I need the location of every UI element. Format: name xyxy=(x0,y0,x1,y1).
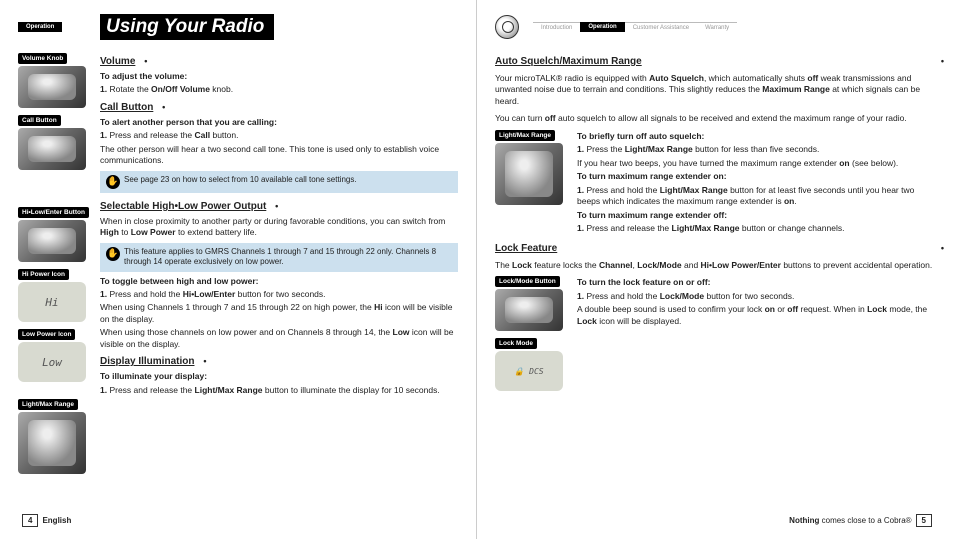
manual-spread: Operation Using Your Radio Volume Knob C… xyxy=(0,0,954,539)
power-heading: Selectable High•Low Power Output xyxy=(100,201,270,212)
lock-sub: To turn the lock feature on or off: xyxy=(577,277,936,288)
squelch-step1: 1. Press the Light/Max Range button for … xyxy=(577,144,936,155)
squelch-sub1: To briefly turn off auto squelch: xyxy=(577,131,936,142)
squelch-sub3: To turn maximum range extender off: xyxy=(577,210,936,221)
side-label-lockmode: Lock Mode xyxy=(495,338,537,349)
power-body1: When in close proximity to another party… xyxy=(100,216,458,239)
display-heading: Display Illumination xyxy=(100,356,198,367)
call-note-text: See page 23 on how to select from 10 ava… xyxy=(124,175,357,185)
tab-row: Introduction Operation Customer Assistan… xyxy=(533,22,737,33)
call-sub: To alert another person that you are cal… xyxy=(100,117,458,128)
volume-sub: To adjust the volume: xyxy=(100,71,458,82)
squelch-heading: Auto Squelch/Maximum Range xyxy=(495,56,936,67)
right-footer: Nothing comes close to a Cobra® 5 xyxy=(495,514,936,527)
side-label-lockmode-btn: Lock/Mode Button xyxy=(495,276,560,287)
hi-power-lcd: Hi xyxy=(18,282,86,322)
call-step: 1. Press and release the Call button. xyxy=(100,130,458,141)
side-label-lightmax: Light/Max Range xyxy=(18,399,78,410)
side-label-hilow: Hi•Low/Enter Button xyxy=(18,207,89,218)
squelch-step3: 1. Press and release the Light/Max Range… xyxy=(577,223,936,234)
lock-col2: Lock/Mode Button Lock Mode 🔒 DCS To turn… xyxy=(495,275,936,397)
tab-intro: Introduction xyxy=(533,22,580,33)
display-sub: To illuminate your display: xyxy=(100,371,458,382)
power-body2: When using Channels 1 through 7 and 15 t… xyxy=(100,302,458,325)
squelch-body1: Your microTALK® radio is equipped with A… xyxy=(495,73,936,107)
left-page-num: 4 xyxy=(22,514,38,527)
logo-icon xyxy=(495,15,519,39)
lockmode-lcd: 🔒 DCS xyxy=(495,351,563,391)
lightmax-image xyxy=(18,412,86,474)
low-power-lcd: Low xyxy=(18,342,86,382)
call-note: ✋ See page 23 on how to select from 10 a… xyxy=(100,171,458,193)
tab-customer: Customer Assistance xyxy=(625,22,697,33)
left-sidebar: Volume Knob Call Button Hi•Low/Enter But… xyxy=(18,52,90,480)
power-body3: When using those channels on low power a… xyxy=(100,327,458,350)
display-step: 1. Press and release the Light/Max Range… xyxy=(100,385,458,396)
operation-tab: Operation xyxy=(18,22,62,32)
right-page-num: 5 xyxy=(916,514,932,527)
squelch-col2: Light/Max Range To briefly turn off auto… xyxy=(495,129,936,237)
call-heading: Call Button xyxy=(100,102,157,113)
lockmode-button-image xyxy=(495,289,563,331)
tab-warranty: Warranty xyxy=(697,22,737,33)
squelch-lightmax-image xyxy=(495,143,563,205)
lock-step: 1. Press and hold the Lock/Mode button f… xyxy=(577,291,936,302)
volume-heading: Volume xyxy=(100,56,139,67)
squelch-step2: 1. Press and hold the Light/Max Range bu… xyxy=(577,185,936,208)
volume-step: 1. Rotate the On/Off Volume knob. xyxy=(100,84,458,95)
left-footer: 4 English xyxy=(18,514,458,527)
volume-knob-image xyxy=(18,66,86,108)
right-content: Auto Squelch/Maximum Range Your microTAL… xyxy=(495,52,936,397)
right-page: Introduction Operation Customer Assistan… xyxy=(477,0,954,539)
power-note-text: This feature applies to GMRS Channels 1 … xyxy=(124,247,452,268)
power-note: ✋ This feature applies to GMRS Channels … xyxy=(100,243,458,272)
lock-heading: Lock Feature xyxy=(495,243,936,254)
lock-body2: A double beep sound is used to confirm y… xyxy=(577,304,936,327)
right-header: Introduction Operation Customer Assistan… xyxy=(495,16,936,38)
side-label-volume: Volume Knob xyxy=(18,53,67,64)
note-icon: ✋ xyxy=(106,247,120,261)
power-step: 1. Press and hold the Hi•Low/Enter butto… xyxy=(100,289,458,300)
squelch-body3: If you hear two beeps, you have turned t… xyxy=(577,158,936,169)
left-footer-label: English xyxy=(42,516,71,525)
call-button-image xyxy=(18,128,86,170)
squelch-sub2: To turn maximum range extender on: xyxy=(577,171,936,182)
right-footer-text: Nothing comes close to a Cobra® xyxy=(789,516,911,525)
hilow-button-image xyxy=(18,220,86,262)
call-body: The other person will hear a two second … xyxy=(100,144,458,167)
note-icon: ✋ xyxy=(106,175,120,189)
side-label-lowpower: Low Power Icon xyxy=(18,329,75,340)
left-content: Volume Knob Call Button Hi•Low/Enter But… xyxy=(18,52,458,480)
left-main: Volume To adjust the volume: 1. Rotate t… xyxy=(100,52,458,480)
side-label-squelch-lightmax: Light/Max Range xyxy=(495,130,555,141)
squelch-body2: You can turn off auto squelch to allow a… xyxy=(495,113,936,124)
tab-operation: Operation xyxy=(580,22,624,32)
side-label-hipower: Hi Power Icon xyxy=(18,269,69,280)
page-title: Using Your Radio xyxy=(100,14,274,40)
left-page: Operation Using Your Radio Volume Knob C… xyxy=(0,0,477,539)
power-sub: To toggle between high and low power: xyxy=(100,276,458,287)
lock-body1: The Lock feature locks the Channel, Lock… xyxy=(495,260,936,271)
side-label-call: Call Button xyxy=(18,115,61,126)
